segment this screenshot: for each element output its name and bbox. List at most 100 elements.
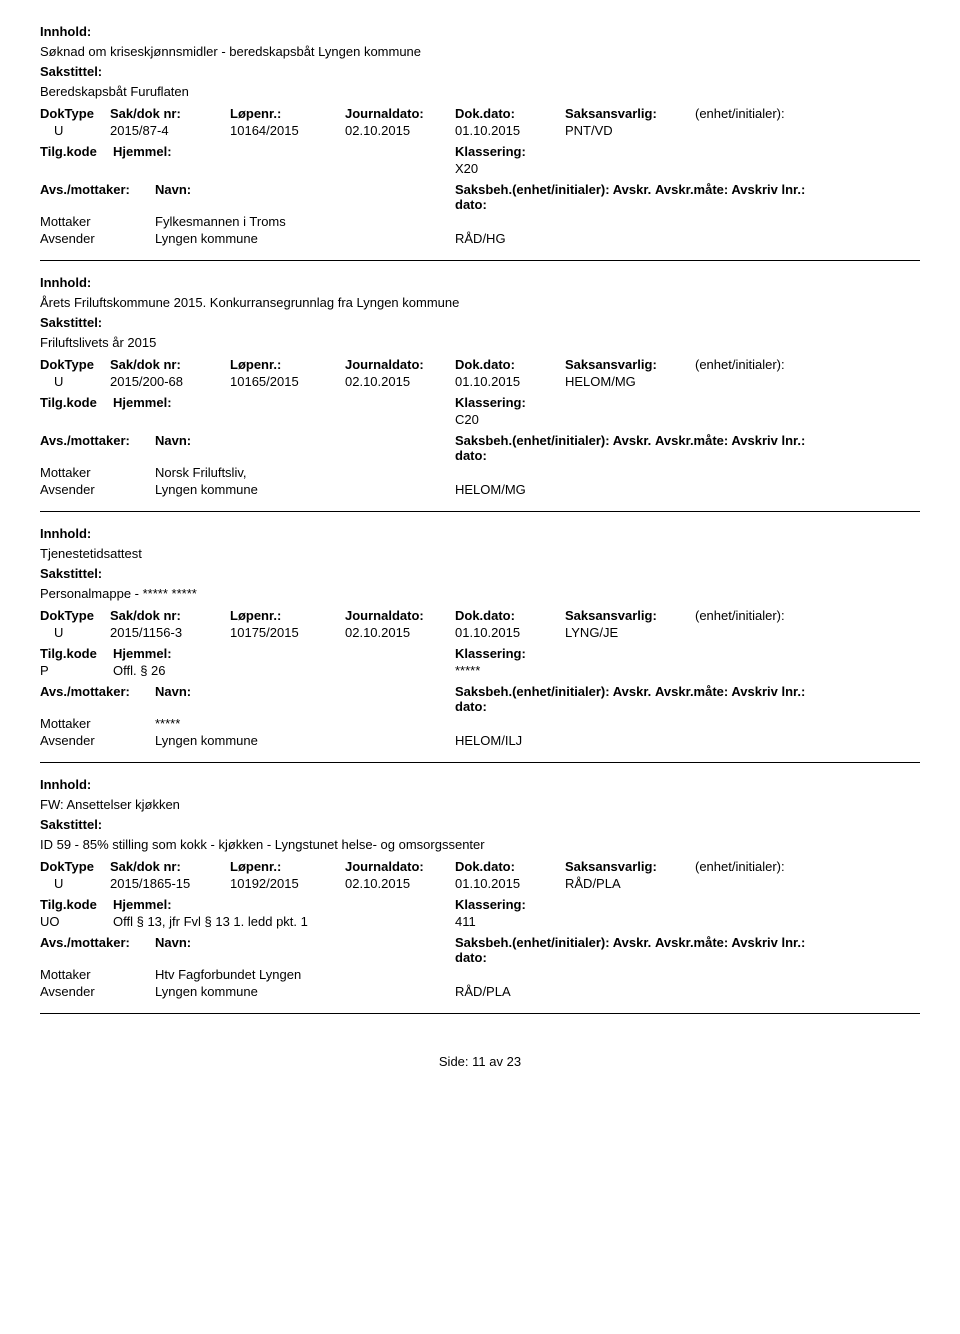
mottaker-navn: Fylkesmannen i Troms [155, 214, 455, 229]
journal-record: Innhold: FW: Ansettelser kjøkken Sakstit… [40, 777, 920, 999]
hjemmel-label: Hjemmel: [113, 897, 455, 912]
lopenr-value: 10165/2015 [230, 374, 345, 389]
tilgkode-value [40, 161, 113, 176]
tilgkode-label: Tilg.kode [40, 395, 113, 410]
sakdoknr-value: 2015/200-68 [110, 374, 230, 389]
saksansvarlig-label: Saksansvarlig: [565, 106, 695, 121]
sakdoknr-value: 2015/1865-15 [110, 876, 230, 891]
tilgkode-label: Tilg.kode [40, 897, 113, 912]
tilgkode-value: P [40, 663, 113, 678]
dokdato-value: 01.10.2015 [455, 625, 565, 640]
doktype-label: DokType [40, 608, 110, 623]
record-divider [40, 762, 920, 763]
innhold-label: Innhold: [40, 24, 91, 39]
sakdoknr-label: Sak/dok nr: [110, 608, 230, 623]
enhet-label: (enhet/initialer): [695, 608, 845, 623]
avsender-row: Avsender Lyngen kommune RÅD/HG [40, 231, 920, 246]
hjemmel-value: Offl. § 26 [113, 663, 455, 678]
tilg-data-row: P Offl. § 26 ***** [40, 663, 920, 678]
page-total: 23 [507, 1054, 521, 1069]
saksbeh-kode: HELOM/ILJ [455, 733, 655, 748]
hjemmel-value [113, 412, 455, 427]
tilg-header-row: Tilg.kode Hjemmel: Klassering: [40, 897, 920, 912]
innhold-text: Årets Friluftskommune 2015. Konkurranseg… [40, 295, 920, 311]
sakdoknr-value: 2015/1156-3 [110, 625, 230, 640]
innhold-label: Innhold: [40, 275, 91, 290]
innhold-label: Innhold: [40, 777, 91, 792]
avsender-label: Avsender [40, 984, 155, 999]
mottaker-label: Mottaker [40, 465, 155, 480]
sakstittel-label: Sakstittel: [40, 64, 102, 79]
avs-header-row: Avs./mottaker: Navn: Saksbeh.(enhet/init… [40, 182, 920, 212]
lopenr-label: Løpenr.: [230, 608, 345, 623]
enhet-label: (enhet/initialer): [695, 106, 845, 121]
saksbeh-label: Saksbeh.(enhet/initialer): [455, 684, 610, 699]
klassering-label: Klassering: [455, 395, 655, 410]
saksansvarlig-value: RÅD/PLA [565, 876, 695, 891]
dokdato-label: Dok.dato: [455, 608, 565, 623]
navn-label: Navn: [155, 935, 455, 965]
mottaker-row: Mottaker Htv Fagforbundet Lyngen [40, 967, 920, 982]
mottaker-label: Mottaker [40, 967, 155, 982]
saksbeh-label: Saksbeh.(enhet/initialer): [455, 182, 610, 197]
tilgkode-label: Tilg.kode [40, 646, 113, 661]
enhet-label: (enhet/initialer): [695, 859, 845, 874]
meta-header-row: DokType Sak/dok nr: Løpenr.: Journaldato… [40, 859, 920, 874]
doktype-label: DokType [40, 859, 110, 874]
navn-label: Navn: [155, 433, 455, 463]
enhet-label: (enhet/initialer): [695, 357, 845, 372]
meta-data-row: U 2015/1865-15 10192/2015 02.10.2015 01.… [40, 876, 920, 891]
doktype-label: DokType [40, 106, 110, 121]
hjemmel-label: Hjemmel: [113, 395, 455, 410]
meta-data-row: U 2015/1156-3 10175/2015 02.10.2015 01.1… [40, 625, 920, 640]
doktype-value: U [40, 123, 110, 138]
journaldato-label: Journaldato: [345, 608, 455, 623]
klassering-label: Klassering: [455, 646, 655, 661]
avsender-row: Avsender Lyngen kommune HELOM/MG [40, 482, 920, 497]
record-divider [40, 511, 920, 512]
record-divider [40, 260, 920, 261]
saksansvarlig-value: LYNG/JE [565, 625, 695, 640]
doktype-value: U [40, 625, 110, 640]
avsender-label: Avsender [40, 733, 155, 748]
saksbeh-kode: RÅD/HG [455, 231, 655, 246]
klassering-label: Klassering: [455, 144, 655, 159]
mottaker-row: Mottaker ***** [40, 716, 920, 731]
lopenr-value: 10192/2015 [230, 876, 345, 891]
innhold-text: FW: Ansettelser kjøkken [40, 797, 920, 813]
journaldato-label: Journaldato: [345, 106, 455, 121]
sakdoknr-label: Sak/dok nr: [110, 859, 230, 874]
meta-data-row: U 2015/200-68 10165/2015 02.10.2015 01.1… [40, 374, 920, 389]
hjemmel-value: Offl § 13, jfr Fvl § 13 1. ledd pkt. 1 [113, 914, 455, 929]
sakstittel-text: Beredskapsbåt Furuflaten [40, 84, 920, 100]
mottaker-navn: Norsk Friluftsliv, [155, 465, 455, 480]
avsender-row: Avsender Lyngen kommune HELOM/ILJ [40, 733, 920, 748]
avs-header-row: Avs./mottaker: Navn: Saksbeh.(enhet/init… [40, 433, 920, 463]
doktype-label: DokType [40, 357, 110, 372]
avskrivlnr-label: Avskriv lnr.: [731, 433, 805, 448]
sakstittel-text: Friluftslivets år 2015 [40, 335, 920, 351]
navn-label: Navn: [155, 182, 455, 212]
tilg-header-row: Tilg.kode Hjemmel: Klassering: [40, 144, 920, 159]
journaldato-value: 02.10.2015 [345, 374, 455, 389]
page-current: 11 [472, 1054, 486, 1069]
meta-data-row: U 2015/87-4 10164/2015 02.10.2015 01.10.… [40, 123, 920, 138]
klassering-value: X20 [455, 161, 655, 176]
journaldato-value: 02.10.2015 [345, 625, 455, 640]
tilgkode-label: Tilg.kode [40, 144, 113, 159]
avskrivlnr-label: Avskriv lnr.: [731, 182, 805, 197]
navn-label: Navn: [155, 684, 455, 714]
tilg-data-row: X20 [40, 161, 920, 176]
tilg-data-row: UO Offl § 13, jfr Fvl § 13 1. ledd pkt. … [40, 914, 920, 929]
saksbeh-kode: RÅD/PLA [455, 984, 655, 999]
saksbeh-label: Saksbeh.(enhet/initialer): [455, 935, 610, 950]
side-label: Side: [439, 1054, 469, 1069]
dokdato-value: 01.10.2015 [455, 374, 565, 389]
meta-header-row: DokType Sak/dok nr: Løpenr.: Journaldato… [40, 357, 920, 372]
sakdoknr-label: Sak/dok nr: [110, 106, 230, 121]
hjemmel-label: Hjemmel: [113, 144, 455, 159]
avskrmate-label: Avskr.måte: [655, 433, 728, 448]
avsmottaker-label: Avs./mottaker: [40, 935, 155, 965]
saksansvarlig-value: HELOM/MG [565, 374, 695, 389]
dokdato-label: Dok.dato: [455, 859, 565, 874]
